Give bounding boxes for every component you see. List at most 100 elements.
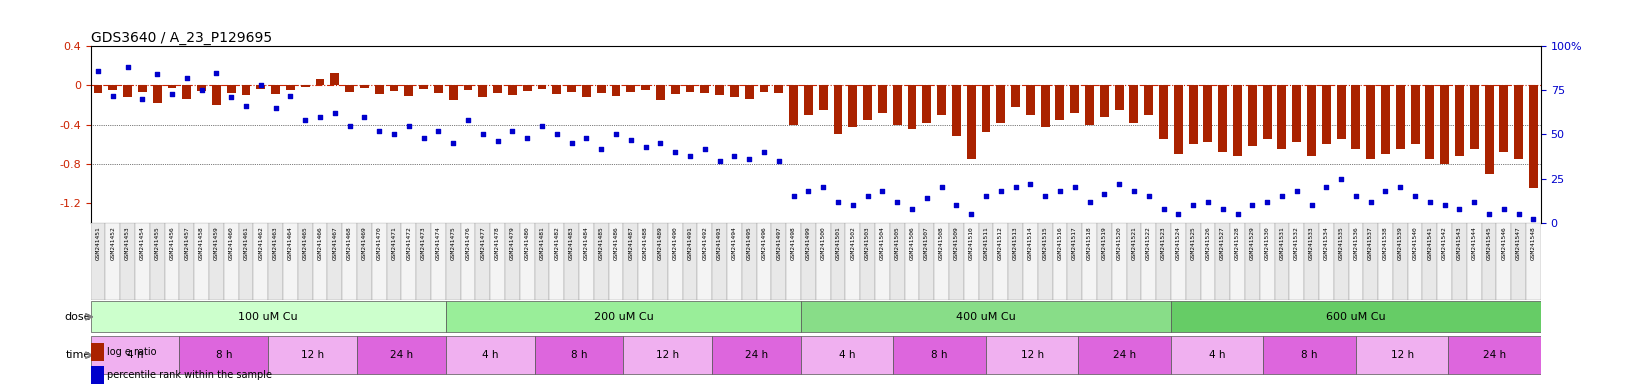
Text: GSM241516: GSM241516: [1058, 227, 1063, 260]
Bar: [519, 223, 534, 300]
Bar: [1098, 223, 1112, 300]
Bar: [923, 85, 931, 122]
Text: 4 h: 4 h: [1210, 350, 1226, 360]
Point: [574, 135, 600, 141]
Point: [883, 199, 910, 205]
Bar: [608, 223, 623, 300]
Text: GSM241457: GSM241457: [185, 227, 190, 260]
Point: [1224, 211, 1251, 217]
Bar: [1485, 85, 1493, 174]
Point: [957, 211, 984, 217]
Bar: [287, 85, 295, 90]
Bar: [831, 223, 845, 300]
Point: [824, 199, 850, 205]
Point: [588, 146, 615, 152]
Point: [499, 128, 526, 134]
Bar: [1218, 85, 1228, 152]
Point: [1299, 202, 1325, 208]
Bar: [1262, 85, 1272, 139]
Bar: [771, 223, 786, 300]
Text: GSM241521: GSM241521: [1132, 227, 1137, 260]
Bar: [298, 223, 313, 300]
Bar: [1112, 223, 1127, 300]
Text: GSM241470: GSM241470: [377, 227, 382, 260]
Bar: [1381, 85, 1389, 154]
Point: [1046, 188, 1073, 194]
Text: GSM241471: GSM241471: [392, 227, 397, 260]
Bar: [91, 301, 447, 332]
Point: [529, 122, 555, 129]
Bar: [374, 85, 384, 94]
Bar: [224, 223, 239, 300]
Bar: [686, 85, 694, 92]
Text: GSM241477: GSM241477: [480, 227, 485, 260]
Text: GSM241515: GSM241515: [1043, 227, 1048, 260]
Point: [1002, 184, 1028, 190]
Text: GSM241487: GSM241487: [628, 227, 633, 260]
Text: GSM241540: GSM241540: [1412, 227, 1417, 260]
Point: [307, 114, 333, 120]
Bar: [1068, 223, 1083, 300]
Bar: [1351, 85, 1360, 149]
Text: GSM241475: GSM241475: [450, 227, 456, 260]
Bar: [1159, 85, 1168, 139]
Text: GSM241537: GSM241537: [1368, 227, 1373, 260]
Text: 600 uM Cu: 600 uM Cu: [1327, 312, 1386, 322]
Text: GSM241462: GSM241462: [259, 227, 264, 260]
Point: [648, 140, 674, 146]
Bar: [150, 223, 165, 300]
Bar: [1515, 85, 1523, 159]
Bar: [372, 223, 387, 300]
Bar: [1027, 85, 1035, 115]
Point: [1061, 184, 1088, 190]
Bar: [697, 223, 712, 300]
Bar: [816, 223, 831, 300]
Point: [99, 93, 125, 99]
Point: [351, 114, 377, 120]
Text: GSM241495: GSM241495: [747, 227, 751, 260]
Point: [943, 202, 969, 208]
Bar: [564, 223, 578, 300]
Bar: [1055, 85, 1065, 120]
Bar: [1426, 85, 1434, 159]
Bar: [819, 85, 827, 110]
Point: [1343, 193, 1369, 199]
Text: GSM241520: GSM241520: [1117, 227, 1122, 260]
Bar: [448, 85, 458, 100]
Bar: [328, 223, 343, 300]
Text: GSM241473: GSM241473: [422, 227, 427, 260]
Bar: [168, 85, 176, 88]
Text: GSM241518: GSM241518: [1088, 227, 1093, 260]
Text: GSM241530: GSM241530: [1264, 227, 1269, 260]
Text: GSM241517: GSM241517: [1073, 227, 1078, 260]
Text: GSM241463: GSM241463: [274, 227, 279, 260]
Text: GSM241500: GSM241500: [821, 227, 826, 260]
Bar: [358, 223, 372, 300]
Point: [737, 156, 763, 162]
Text: GSM241469: GSM241469: [363, 227, 368, 260]
Text: GSM241489: GSM241489: [658, 227, 662, 260]
Bar: [1526, 223, 1541, 300]
Bar: [1378, 223, 1393, 300]
Bar: [105, 223, 120, 300]
Bar: [254, 223, 269, 300]
Bar: [1529, 85, 1538, 189]
Point: [603, 131, 630, 137]
Bar: [1023, 223, 1038, 300]
Bar: [964, 223, 979, 300]
Bar: [1127, 223, 1142, 300]
Point: [514, 135, 541, 141]
Text: GSM241510: GSM241510: [969, 227, 974, 260]
Point: [1284, 188, 1310, 194]
Text: GSM241479: GSM241479: [509, 227, 514, 260]
Bar: [194, 223, 209, 300]
Text: 12 h: 12 h: [656, 350, 679, 360]
Text: 24 h: 24 h: [1483, 350, 1506, 360]
Bar: [358, 336, 447, 374]
Point: [232, 103, 259, 109]
Bar: [1229, 223, 1244, 300]
Point: [928, 184, 954, 190]
Point: [173, 75, 199, 81]
Text: GSM241478: GSM241478: [494, 227, 499, 260]
Bar: [801, 223, 816, 300]
